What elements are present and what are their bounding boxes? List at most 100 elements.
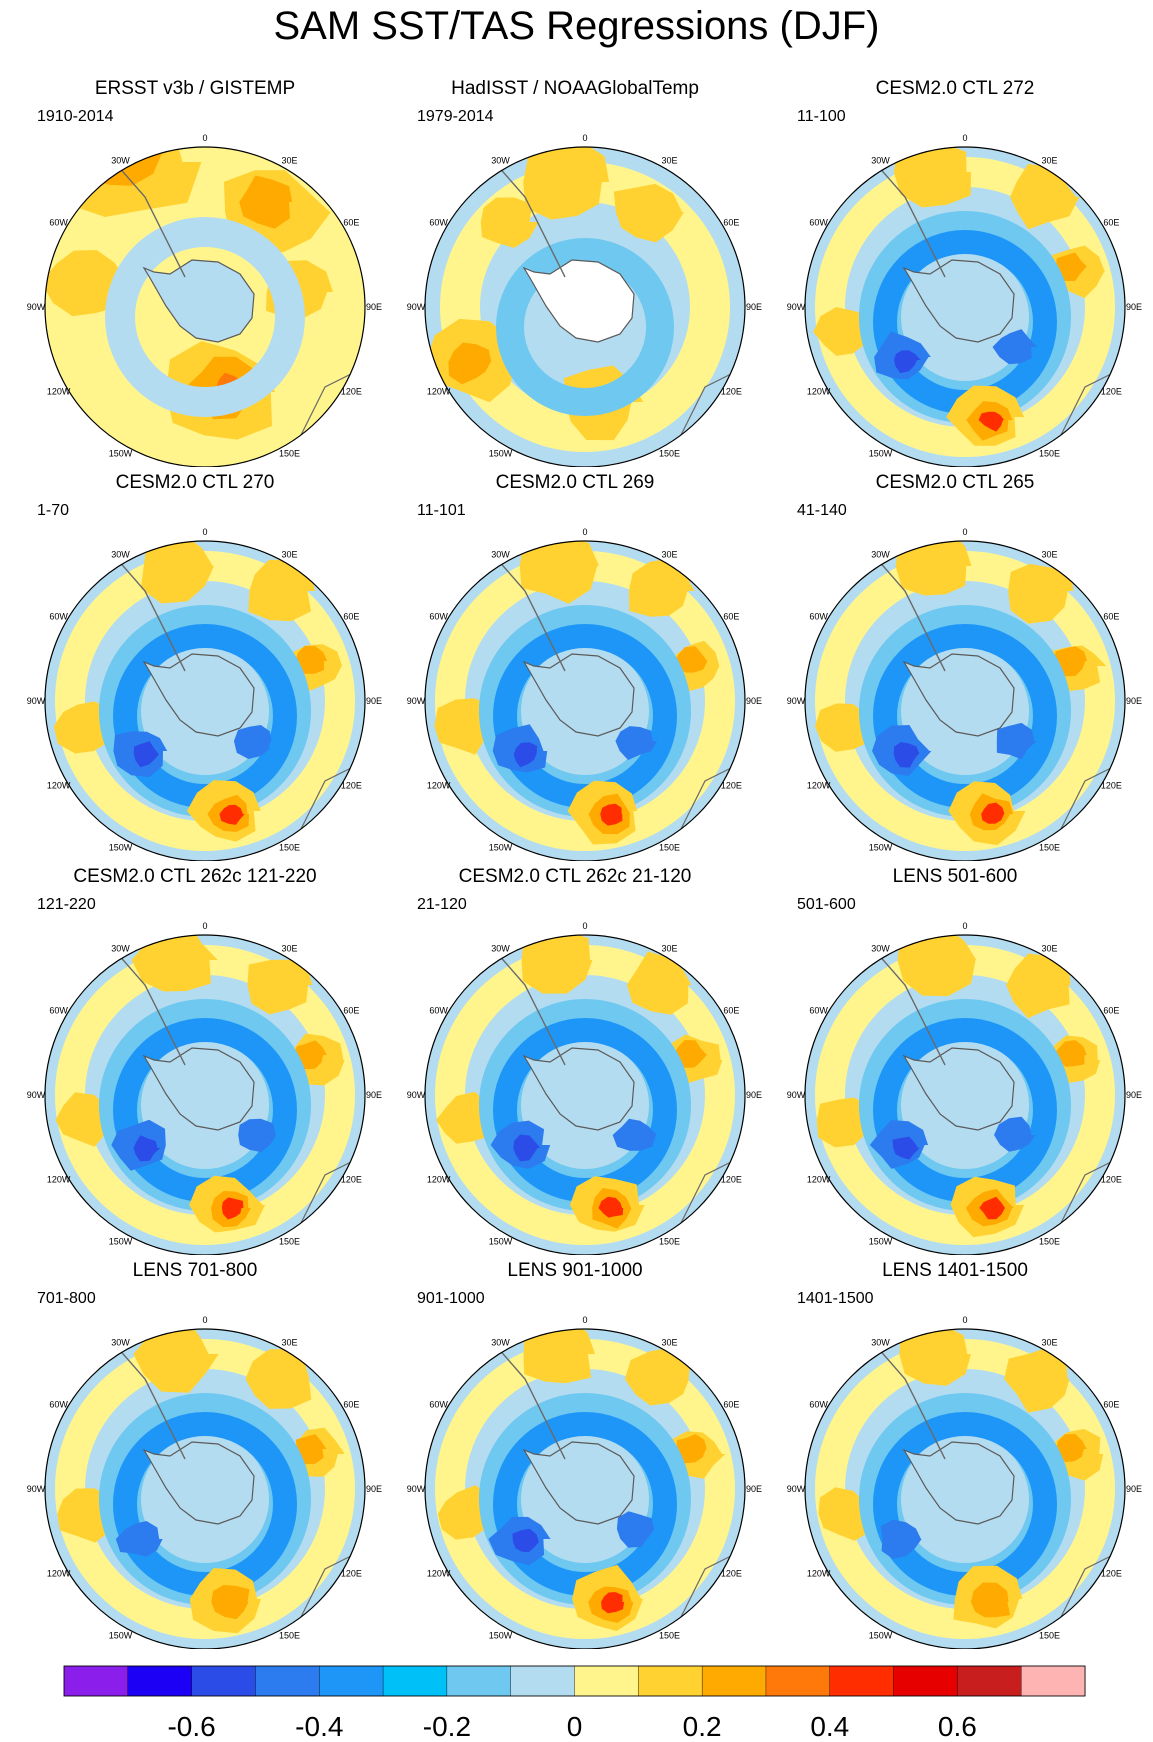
longitude-label: 60E xyxy=(723,1400,739,1410)
colorbar-tick-label: 0.6 xyxy=(938,1711,977,1742)
colorbar-swatch xyxy=(446,1665,512,1697)
longitude-label: 150W xyxy=(109,1630,133,1640)
longitude-label: 90W xyxy=(27,1090,46,1100)
longitude-label: 90E xyxy=(366,1090,382,1100)
colorbar-swatch xyxy=(1020,1665,1086,1697)
polar-map: 030E60E90E120E150E180150W120W90W60W30W xyxy=(407,133,762,467)
longitude-label: 90E xyxy=(1126,302,1142,312)
longitude-label: 90E xyxy=(366,1484,382,1494)
longitude-label: 120W xyxy=(427,781,451,791)
longitude-label: 60W xyxy=(809,612,828,622)
longitude-label: 150W xyxy=(489,448,513,458)
map-panel: HadISST / NOAAGlobalTemp 0 30E 60E 90E 120E 15… xyxy=(385,78,765,473)
panel-title: LENS 501-600 xyxy=(892,866,1018,887)
longitude-label: 60W xyxy=(49,1006,68,1016)
longitude-label: 30E xyxy=(281,944,297,954)
map-panel: CESM2.0 CTL 262c 21-120 0 30E 60E 90E 120E 150… xyxy=(385,866,765,1261)
longitude-label: 0 xyxy=(582,921,587,931)
panel-period: 901-1000 xyxy=(417,1290,485,1307)
longitude-label: 90E xyxy=(366,696,382,706)
longitude-label: 150E xyxy=(659,1630,680,1640)
longitude-label: 150E xyxy=(659,1236,680,1246)
panel-period: 1401-1500 xyxy=(797,1290,874,1307)
longitude-label: 150W xyxy=(869,448,893,458)
map-panel: LENS 501-600030E60E90E120E150E180150W120… xyxy=(765,866,1145,1261)
polar-map: 030E60E90E120E150E180150W120W90W60W30W xyxy=(787,133,1142,467)
colorbar-swatch xyxy=(63,1665,129,1697)
panel-period: 501-600 xyxy=(797,896,856,913)
colorbar-swatch xyxy=(382,1665,448,1697)
longitude-label: 30W xyxy=(871,550,890,560)
longitude-label: 30E xyxy=(661,550,677,560)
longitude-label: 150W xyxy=(869,842,893,852)
longitude-label: 30W xyxy=(111,1338,130,1348)
longitude-label: 30E xyxy=(281,550,297,560)
colorbar-swatch xyxy=(893,1665,958,1697)
longitude-label: 150W xyxy=(869,1630,893,1640)
panel-period: 121-220 xyxy=(37,896,96,913)
polar-map: 030E60E90E120E150E180150W120W90W60W30W xyxy=(407,921,762,1255)
longitude-label: 60E xyxy=(343,612,359,622)
longitude-label: 0 xyxy=(962,921,967,931)
polar-map: 030E60E90E120E150E180150W120W90W60W30W xyxy=(27,133,382,467)
colorbar-border xyxy=(63,1665,1086,1697)
longitude-label: 30W xyxy=(871,1338,890,1348)
longitude-label: 30E xyxy=(661,1338,677,1348)
longitude-label: 60E xyxy=(1103,1006,1119,1016)
longitude-label: 90E xyxy=(1126,1090,1142,1100)
panel-title: ERSST v3b / GISTEMP xyxy=(94,78,296,99)
longitude-label: 120W xyxy=(47,387,71,397)
map-panel: CESM2.0 CTL 265030E60E90E120E150E180150W… xyxy=(765,472,1145,867)
longitude-label: 30W xyxy=(491,1338,510,1348)
longitude-label: 120E xyxy=(1101,387,1122,397)
longitude-label: 30E xyxy=(281,1338,297,1348)
panel-title: LENS 701-800 xyxy=(132,1260,258,1281)
longitude-label: 120W xyxy=(807,781,831,791)
map-panel: LENS 701-800030E60E90E120E150E180150W120… xyxy=(5,1260,385,1655)
longitude-label: 120E xyxy=(721,1175,742,1185)
longitude-label: 90E xyxy=(366,302,382,312)
colorbar-swatch xyxy=(638,1665,703,1697)
longitude-label: 90W xyxy=(407,1484,426,1494)
panel-period: 1-70 xyxy=(37,502,70,519)
colorbar-tick-label: 0.4 xyxy=(810,1711,849,1742)
longitude-label: 90W xyxy=(407,302,426,312)
longitude-label: 60W xyxy=(429,218,448,228)
longitude-label: 150E xyxy=(1039,1236,1060,1246)
panel-period: 1979-2014 xyxy=(417,108,494,125)
polar-map: 030E60E90E120E150E180150W120W90W60W30W xyxy=(787,921,1142,1255)
longitude-label: 60W xyxy=(809,1400,828,1410)
longitude-label: 0 xyxy=(962,1315,967,1325)
panel-period: 701-800 xyxy=(37,1290,96,1307)
longitude-label: 120E xyxy=(1101,1569,1122,1579)
colorbar-swatch xyxy=(191,1665,256,1697)
colorbar-tick-label: 0.2 xyxy=(683,1711,722,1742)
longitude-label: 90E xyxy=(746,1090,762,1100)
longitude-label: 60W xyxy=(429,1006,448,1016)
longitude-label: 150W xyxy=(109,842,133,852)
panel-title: CESM2.0 CTL 272 xyxy=(875,78,1035,99)
longitude-label: 120W xyxy=(807,387,831,397)
longitude-label: 120E xyxy=(1101,1175,1122,1185)
colorbar-swatch xyxy=(829,1665,895,1697)
panel-title: CESM2.0 CTL 265 xyxy=(875,472,1035,493)
map-panel: CESM2.0 CTL 270030E60E90E120E150E180150W… xyxy=(5,472,385,867)
longitude-label: 60E xyxy=(1103,612,1119,622)
colorbar-tick-label: 0 xyxy=(567,1711,583,1742)
longitude-label: 120E xyxy=(721,387,742,397)
longitude-label: 30W xyxy=(491,550,510,560)
longitude-label: 150W xyxy=(489,1630,513,1640)
colorbar-tick-label: -0.6 xyxy=(167,1711,215,1742)
longitude-label: 60E xyxy=(343,218,359,228)
longitude-label: 120E xyxy=(721,781,742,791)
longitude-label: 120W xyxy=(427,1569,451,1579)
longitude-label: 30E xyxy=(1041,1338,1057,1348)
main-title: SAM SST/TAS Regressions (DJF) xyxy=(273,4,880,48)
longitude-label: 90W xyxy=(787,1484,806,1494)
map-panel: CESM2.0 CTL 272030E60E90E120E150E180150W… xyxy=(765,78,1145,473)
longitude-label: 60E xyxy=(723,1006,739,1016)
panel-period: 11-101 xyxy=(417,502,466,519)
longitude-label: 30W xyxy=(111,550,130,560)
longitude-label: 150E xyxy=(279,1236,300,1246)
